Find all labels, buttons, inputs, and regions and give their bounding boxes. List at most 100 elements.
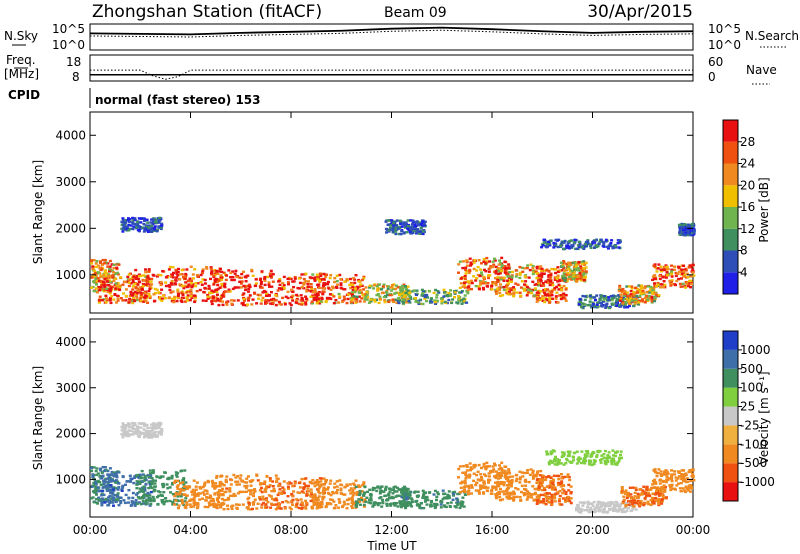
velocity-cell [149, 490, 153, 494]
velocity-cell [505, 492, 509, 496]
power-cell [592, 303, 595, 306]
velocity-cell [496, 485, 499, 488]
power-cell [358, 288, 362, 292]
power-cell [662, 286, 666, 289]
velocity-cell [577, 458, 581, 461]
power-cell [230, 302, 234, 305]
power-cell [351, 288, 355, 292]
power-cell [146, 279, 150, 282]
power-cell [624, 303, 628, 306]
velocity-cell [472, 472, 476, 475]
velocity-cell [564, 499, 568, 503]
velocity-cell [263, 481, 267, 485]
velocity-cell [463, 479, 467, 482]
power-cell [500, 269, 504, 273]
power-cell [518, 291, 522, 294]
velocity-cell [446, 493, 450, 497]
power-cell [111, 274, 115, 277]
velocity-cell [140, 480, 144, 483]
velocity-cell [121, 484, 125, 488]
power-cell [315, 293, 319, 296]
velocity-cell [397, 488, 401, 491]
velocity-cell [312, 503, 316, 507]
power-cell [244, 288, 248, 292]
power-cell [363, 293, 367, 296]
power-cell [402, 232, 406, 235]
power-cell [139, 291, 143, 294]
velocity-cell [353, 483, 357, 487]
velocity-cell [479, 487, 483, 490]
power-cell [478, 288, 481, 291]
power-cell [128, 294, 132, 298]
velocity-cell [460, 504, 464, 508]
velocity-cell [178, 493, 182, 496]
power-cell [153, 228, 156, 231]
power-cell [146, 227, 150, 231]
power-cell [600, 305, 604, 308]
power-cell [408, 301, 412, 304]
velocity-cell [337, 498, 341, 501]
power-cell [122, 224, 126, 227]
velocity-cell [310, 505, 314, 508]
power-cell [610, 302, 614, 305]
power-cell [260, 299, 264, 302]
power-cell [401, 293, 405, 296]
velocity-cell [149, 485, 153, 488]
velocity-cell [360, 498, 364, 502]
power-cell [413, 223, 417, 226]
power-cell [291, 290, 295, 293]
power-cell [509, 292, 513, 296]
power-cell [122, 292, 126, 295]
power-cell [548, 296, 552, 300]
power-cell [506, 291, 510, 294]
power-cell [300, 285, 304, 289]
power-cell [474, 279, 478, 282]
velocity-cell [590, 453, 594, 456]
power-cell [225, 274, 229, 277]
power-cell [201, 268, 205, 271]
power-cell [112, 271, 115, 274]
power-cell [652, 264, 656, 267]
velocity-cell [237, 483, 241, 486]
power-cell [623, 292, 627, 296]
velocity-cell [549, 476, 553, 479]
velocity-cell [328, 502, 332, 505]
power-cell [226, 290, 230, 293]
velocity-cell [237, 503, 241, 506]
power-cell [306, 282, 310, 286]
power-cell [311, 294, 315, 297]
velocity-cell [135, 480, 139, 483]
power-cell [358, 300, 362, 303]
power-cell [573, 238, 577, 242]
power-cell [413, 225, 417, 228]
power-cell [94, 278, 98, 281]
power-cell [247, 290, 250, 293]
velocity-cell [549, 450, 553, 453]
velocity-cell [260, 490, 264, 494]
power-cell [638, 294, 642, 298]
power-cell [241, 301, 245, 305]
power-cell [104, 276, 108, 279]
power-cell [160, 226, 163, 229]
velocity-cell [278, 488, 282, 491]
velocity-cell [388, 503, 392, 506]
power-cell [533, 294, 537, 297]
power-cell [417, 223, 421, 226]
power-cell [160, 222, 164, 225]
velocity-cell [107, 475, 111, 478]
power-cell [594, 298, 597, 302]
power-cell [180, 268, 184, 272]
power-cell [138, 286, 142, 289]
power-cell [297, 277, 301, 280]
power-cell [243, 286, 247, 289]
velocity-cell [106, 477, 110, 480]
velocity-cell [467, 476, 471, 479]
power-cell [623, 305, 627, 308]
velocity-cell [393, 503, 397, 507]
power-cell [480, 262, 483, 265]
velocity-cell [498, 474, 502, 477]
power-cell [148, 296, 152, 300]
power-cell [98, 267, 102, 270]
velocity-cell [230, 478, 234, 482]
power-cell [548, 242, 552, 245]
